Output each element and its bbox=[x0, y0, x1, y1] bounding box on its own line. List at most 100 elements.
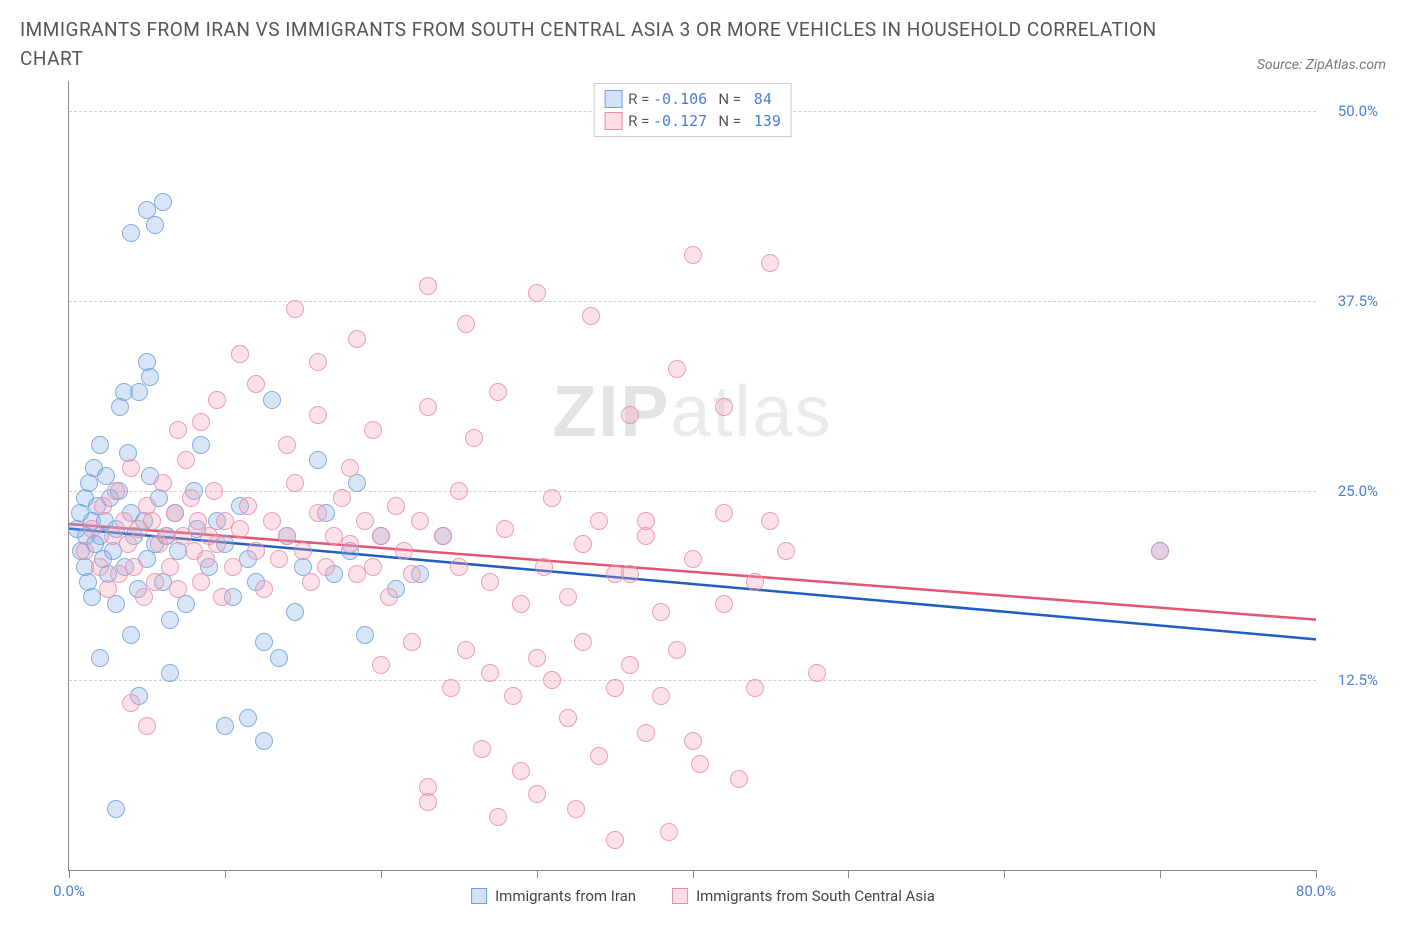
data-point bbox=[535, 558, 553, 576]
data-point bbox=[286, 300, 304, 318]
data-point bbox=[317, 558, 335, 576]
correlation-legend: R = -0.106 N = 84 R = -0.127 N = 139 bbox=[593, 83, 792, 137]
data-point bbox=[138, 717, 156, 735]
data-point bbox=[107, 800, 125, 818]
data-point bbox=[263, 512, 281, 530]
data-point bbox=[341, 459, 359, 477]
data-point bbox=[294, 542, 312, 560]
data-point bbox=[606, 831, 624, 849]
data-point bbox=[309, 353, 327, 371]
x-tick bbox=[1316, 870, 1317, 878]
data-point bbox=[333, 489, 351, 507]
data-point bbox=[309, 451, 327, 469]
data-point bbox=[387, 497, 405, 515]
data-point bbox=[208, 391, 226, 409]
legend-row: R = -0.127 N = 139 bbox=[604, 110, 781, 132]
data-point bbox=[91, 558, 109, 576]
data-point bbox=[590, 747, 608, 765]
data-point bbox=[606, 679, 624, 697]
legend-swatch bbox=[672, 888, 688, 904]
series-legend-item: Immigrants from Iran bbox=[471, 887, 636, 905]
data-point bbox=[684, 732, 702, 750]
data-point bbox=[481, 664, 499, 682]
plot-area: ZIPatlas R = -0.106 N = 84R = -0.127 N =… bbox=[68, 81, 1316, 871]
data-point bbox=[270, 550, 288, 568]
data-point bbox=[286, 474, 304, 492]
data-point bbox=[403, 633, 421, 651]
data-point bbox=[574, 535, 592, 553]
data-point bbox=[161, 611, 179, 629]
data-point bbox=[107, 482, 125, 500]
data-point bbox=[192, 413, 210, 431]
data-point bbox=[761, 512, 779, 530]
data-point bbox=[263, 391, 281, 409]
x-tick bbox=[1004, 870, 1005, 878]
data-point bbox=[135, 588, 153, 606]
data-point bbox=[528, 284, 546, 302]
legend-stats: R = -0.106 N = 84 bbox=[628, 90, 772, 108]
data-point bbox=[278, 436, 296, 454]
x-tick bbox=[69, 870, 70, 878]
y-tick-label: 50.0% bbox=[1338, 102, 1378, 120]
data-point bbox=[270, 649, 288, 667]
data-point bbox=[660, 823, 678, 841]
data-point bbox=[111, 398, 129, 416]
data-point bbox=[247, 375, 265, 393]
legend-swatch bbox=[471, 888, 487, 904]
series-legend-item: Immigrants from South Central Asia bbox=[672, 887, 935, 905]
data-point bbox=[504, 687, 522, 705]
data-point bbox=[192, 436, 210, 454]
data-point bbox=[255, 633, 273, 651]
data-point bbox=[125, 558, 143, 576]
data-point bbox=[730, 770, 748, 788]
data-point bbox=[239, 709, 257, 727]
data-point bbox=[239, 497, 257, 515]
data-point bbox=[372, 527, 390, 545]
data-point bbox=[255, 580, 273, 598]
data-point bbox=[177, 451, 195, 469]
data-point bbox=[213, 588, 231, 606]
series-name: Immigrants from South Central Asia bbox=[696, 887, 935, 905]
data-point bbox=[380, 588, 398, 606]
legend-swatch bbox=[604, 112, 622, 130]
data-point bbox=[559, 709, 577, 727]
series-legend: Immigrants from Iran Immigrants from Sout… bbox=[471, 887, 935, 905]
data-point bbox=[582, 307, 600, 325]
trend-lines bbox=[69, 81, 1316, 870]
data-point bbox=[278, 527, 296, 545]
data-point bbox=[216, 717, 234, 735]
x-tick bbox=[381, 870, 382, 878]
data-point bbox=[621, 565, 639, 583]
data-point bbox=[364, 421, 382, 439]
data-point bbox=[621, 406, 639, 424]
data-point bbox=[528, 785, 546, 803]
data-point bbox=[512, 762, 530, 780]
data-point bbox=[122, 626, 140, 644]
data-point bbox=[161, 558, 179, 576]
data-point bbox=[231, 520, 249, 538]
x-tick-label: 0.0% bbox=[53, 882, 85, 900]
data-point bbox=[141, 368, 159, 386]
data-point bbox=[652, 603, 670, 621]
data-point bbox=[309, 406, 327, 424]
data-point bbox=[668, 641, 686, 659]
x-tick bbox=[693, 870, 694, 878]
data-point bbox=[146, 216, 164, 234]
data-point bbox=[166, 504, 184, 522]
data-point bbox=[161, 664, 179, 682]
data-point bbox=[746, 573, 764, 591]
data-point bbox=[637, 724, 655, 742]
data-point bbox=[192, 573, 210, 591]
data-point bbox=[668, 360, 686, 378]
data-point bbox=[715, 504, 733, 522]
chart-title: IMMIGRANTS FROM IRAN VS IMMIGRANTS FROM … bbox=[20, 16, 1170, 73]
data-point bbox=[169, 580, 187, 598]
data-point bbox=[356, 512, 374, 530]
data-point bbox=[231, 345, 249, 363]
data-point bbox=[808, 664, 826, 682]
data-point bbox=[146, 573, 164, 591]
data-point bbox=[746, 679, 764, 697]
data-point bbox=[761, 254, 779, 272]
y-tick-label: 12.5% bbox=[1338, 671, 1378, 689]
data-point bbox=[197, 550, 215, 568]
